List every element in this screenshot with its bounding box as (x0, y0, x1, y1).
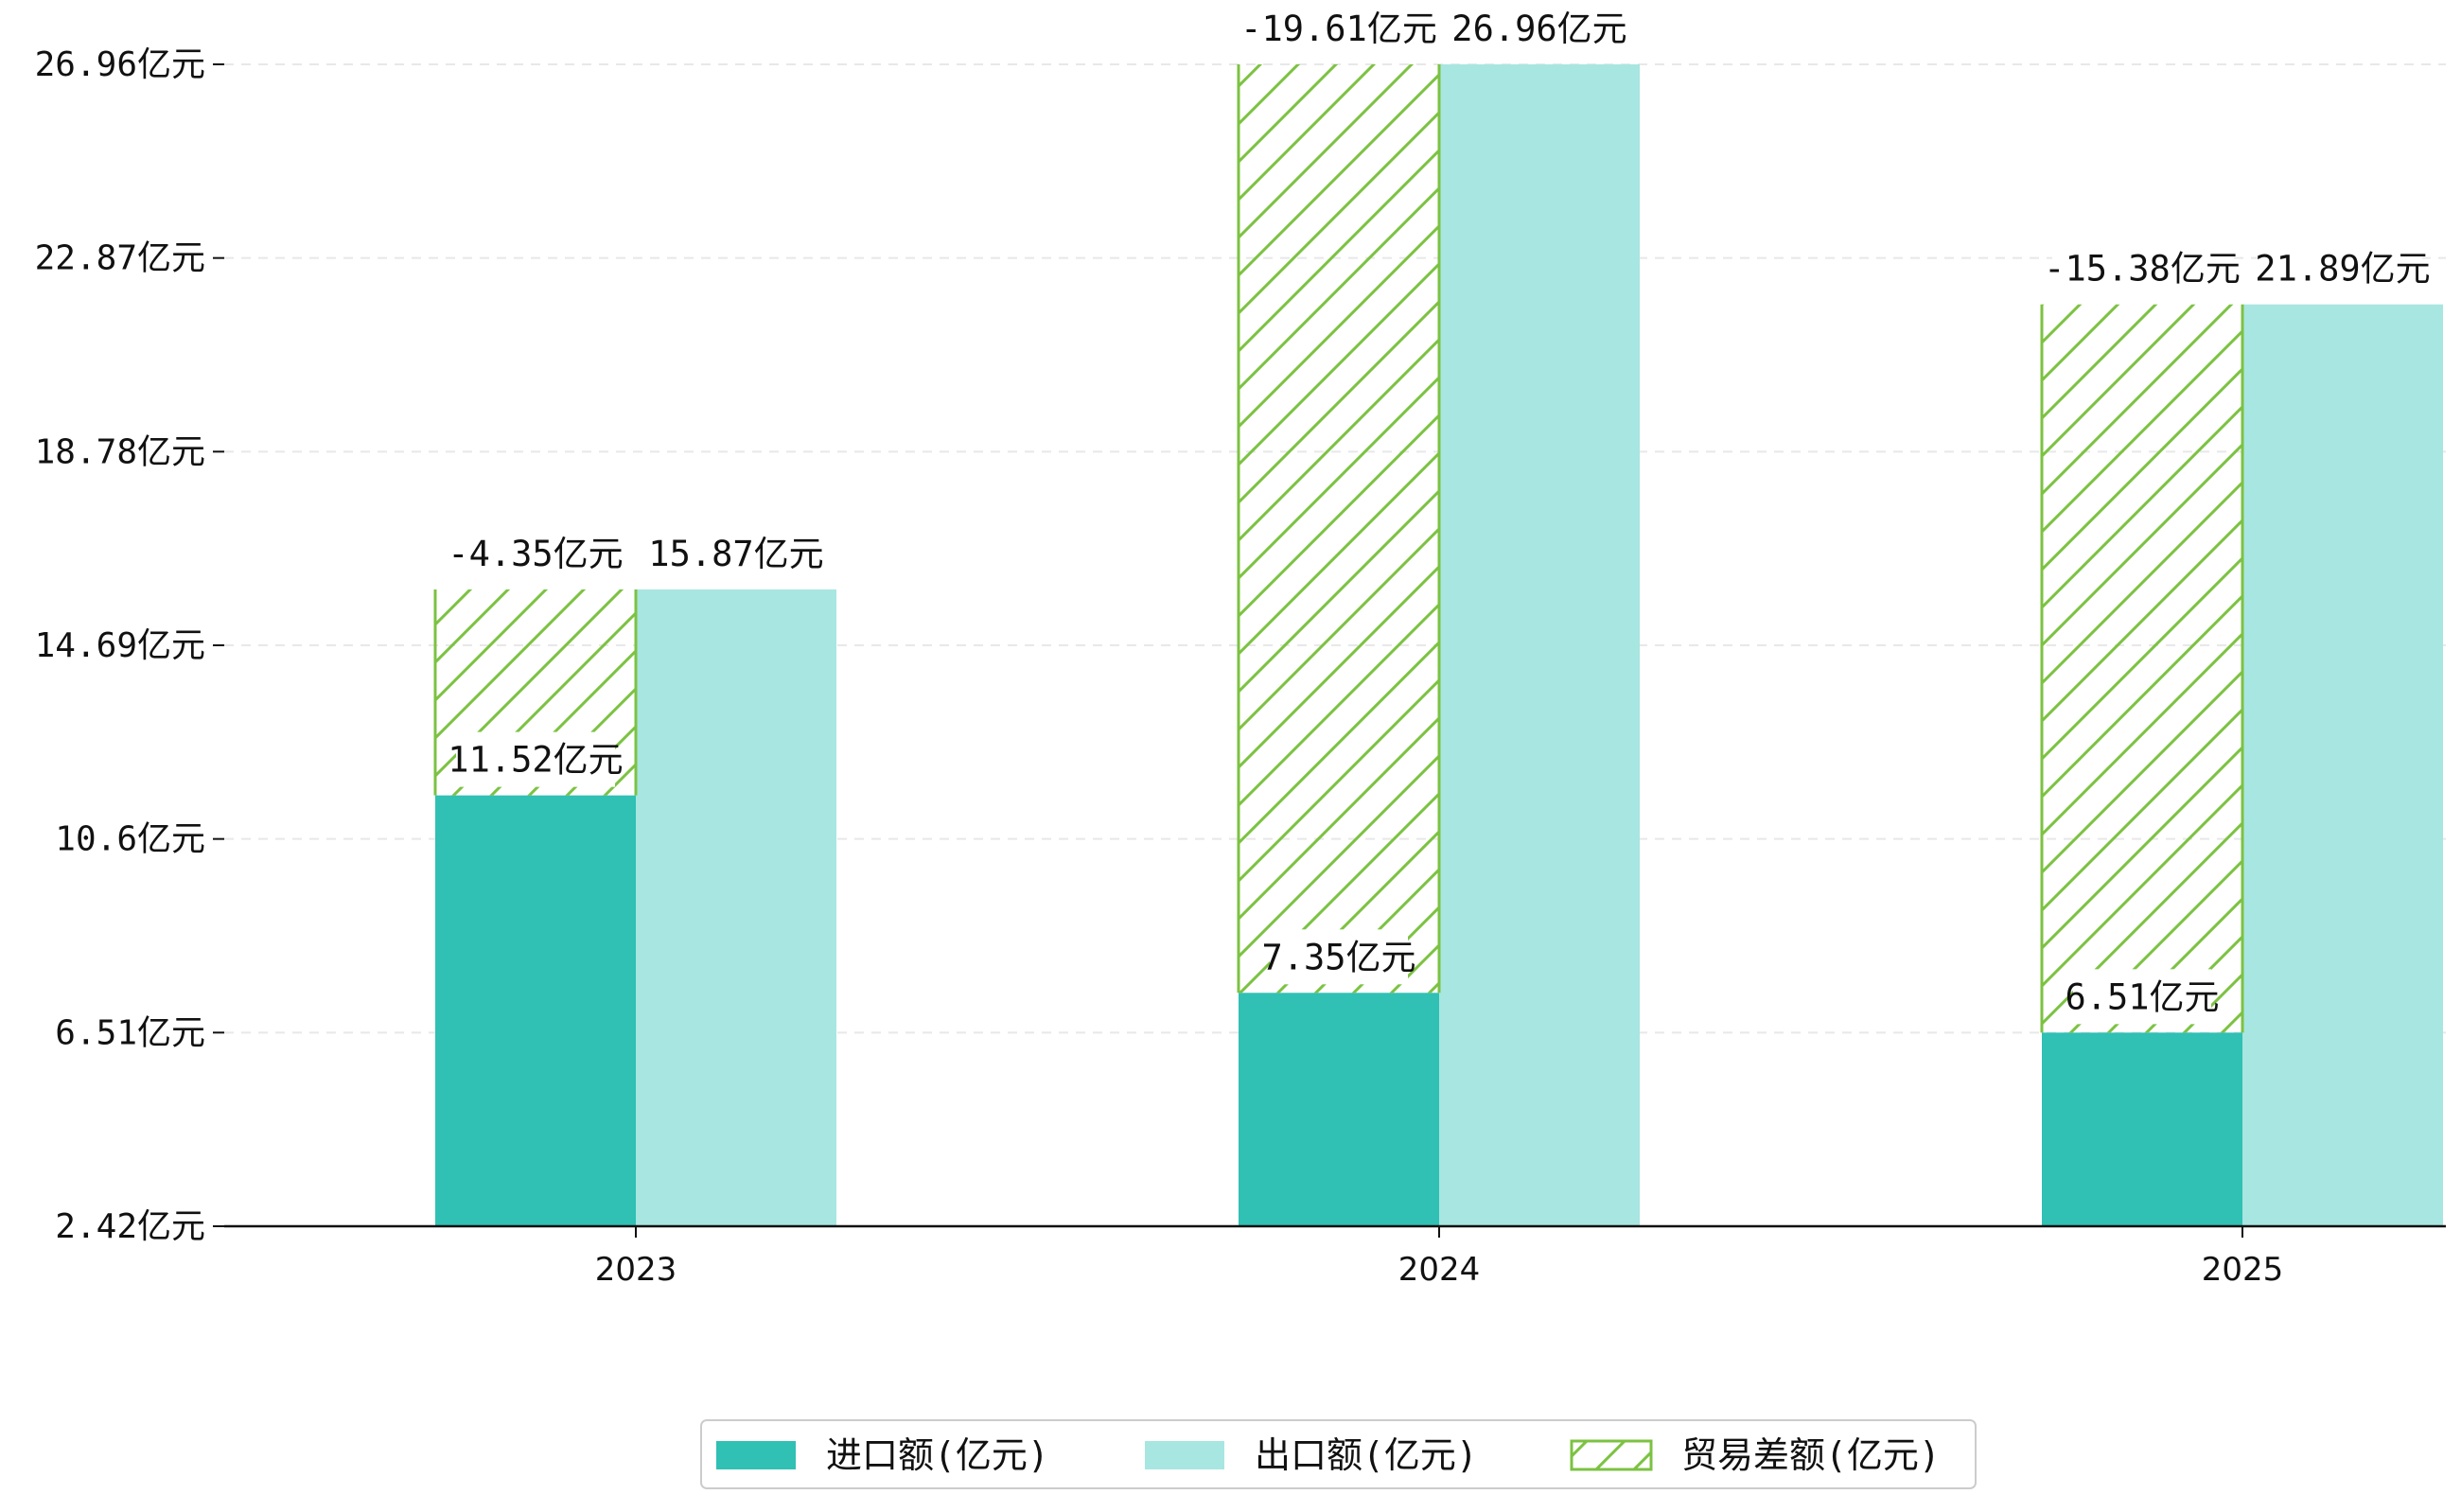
export-label-bg (657, 525, 816, 581)
export-label-bg (2263, 240, 2422, 296)
balance-label: -15.38亿元 (2044, 249, 2241, 290)
y-tick-label: 26.96亿元 (35, 45, 205, 84)
legend-swatch (1570, 1439, 1653, 1471)
y-tick-label: 2.42亿元 (55, 1207, 205, 1246)
export-label-bg (1460, 1, 1619, 56)
legend-label: 贸易差额(亿元) (1681, 1434, 1941, 1476)
legend: 进口额(亿元) 出口额(亿元) 贸易差额(亿元) (700, 1419, 1977, 1489)
balance-bar-fill (1239, 64, 1439, 993)
x-tick-label: 2023 (595, 1251, 677, 1289)
balance-label: -19.61亿元 (1240, 9, 1437, 49)
y-tick-label: 10.6亿元 (55, 820, 205, 859)
export-label: 26.96亿元 (1451, 9, 1626, 49)
import-bar (2042, 1032, 2242, 1226)
import-label-bg (1270, 929, 1408, 985)
y-tick-label: 18.78亿元 (35, 432, 205, 471)
export-bar (2242, 304, 2443, 1226)
balance-label-bg (1249, 1, 1429, 56)
axes: 2.42亿元 6.51亿元 10.6亿元 14.69亿元 18.78亿元 22.87亿元 2… (35, 45, 2446, 1289)
import-label: 11.52亿元 (448, 740, 623, 781)
y-tick-label: 6.51亿元 (55, 1013, 205, 1052)
legend-label: 出口额(亿元) (1255, 1434, 1478, 1476)
y-tick-label: 14.69亿元 (35, 626, 205, 665)
y-tick-label: 22.87亿元 (35, 239, 205, 278)
export-bar (1439, 64, 1640, 1226)
balance-label-bg (2052, 240, 2232, 296)
legend-swatch (716, 1441, 796, 1469)
x-tick-label: 2024 (1398, 1251, 1481, 1289)
import-label: 6.51亿元 (2065, 976, 2219, 1017)
bars (433, 64, 2443, 1226)
legend-swatch (1145, 1441, 1224, 1469)
export-label: 21.89亿元 (2255, 249, 2430, 290)
x-tick-label: 2025 (2202, 1251, 2284, 1289)
export-label: 15.87亿元 (648, 534, 823, 574)
import-label-bg (2073, 969, 2211, 1025)
import-bar (1239, 993, 1439, 1226)
data-labels: 11.52亿元 15.87亿元 -4.35亿元 7.35亿元 26.96亿元 -19.61… (448, 1, 2431, 1025)
export-bar (636, 589, 836, 1226)
balance-bar-fill (2042, 304, 2242, 1033)
legend-box (700, 1419, 1977, 1489)
balance-label: -4.35亿元 (448, 534, 623, 574)
balance-label-bg (456, 525, 615, 581)
legend-label: 进口额(亿元) (826, 1434, 1049, 1476)
import-bar (435, 795, 636, 1226)
import-label: 7.35亿元 (1261, 937, 1415, 977)
import-label-bg (456, 731, 615, 787)
